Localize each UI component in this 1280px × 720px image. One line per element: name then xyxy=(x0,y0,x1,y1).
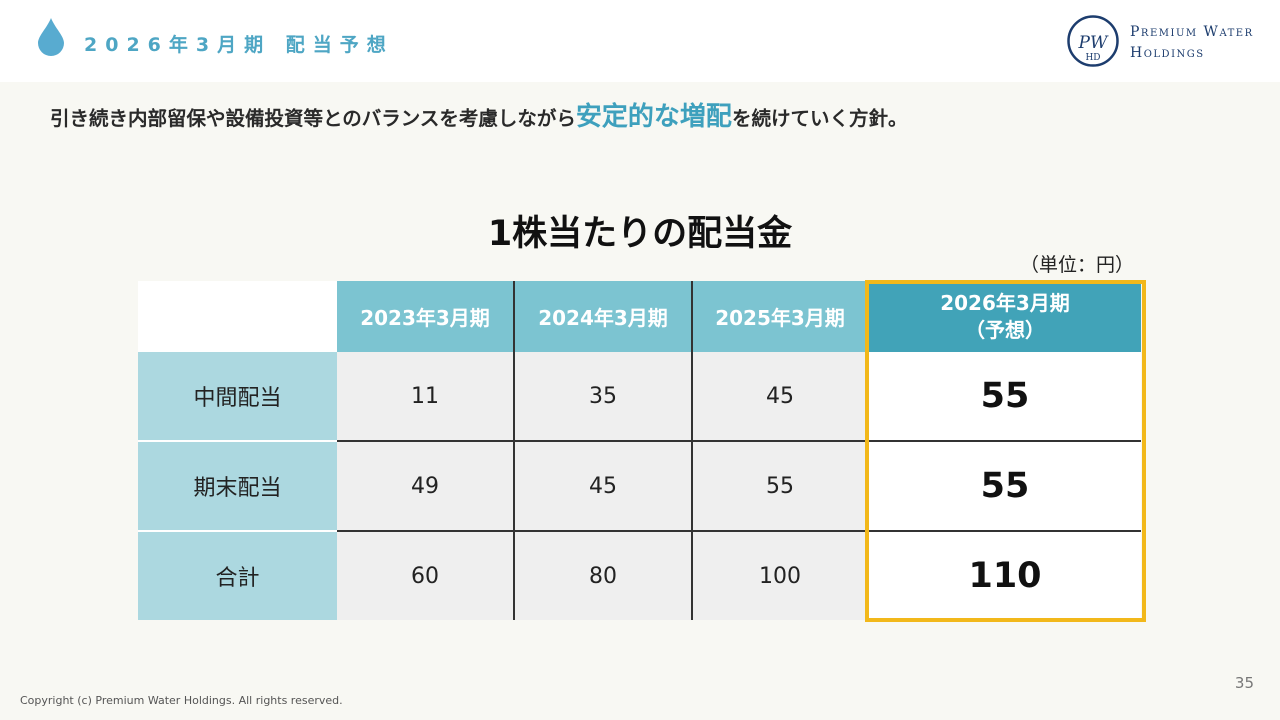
forecast-column-header: 2026年3月期 （予想） xyxy=(868,281,1141,352)
company-logo-text: Premium Water Holdings xyxy=(1130,22,1254,64)
forecast-header-line-2: （予想） xyxy=(965,317,1045,342)
forecast-cell: 110 xyxy=(868,530,1141,620)
table-row: 期末配当 49 45 55 55 xyxy=(138,440,1141,531)
svg-text:HD: HD xyxy=(1085,53,1100,63)
forecast-cell: 55 xyxy=(868,440,1141,531)
header-bar: 2026年3月期 配当予想 PW HD Premium Water Holdin… xyxy=(0,0,1280,82)
unit-label: （単位：円） xyxy=(1020,254,1135,276)
lead-text-before: 引き続き内部留保や設備投資等とのバランスを考慮しながら xyxy=(50,107,576,130)
section-title: 1株当たりの配当金 xyxy=(487,214,793,254)
page-title: 2026年3月期 配当予想 xyxy=(84,34,394,56)
table-cell: 45 xyxy=(514,440,693,531)
table-cell: 45 xyxy=(692,352,869,441)
page-number: 35 xyxy=(1234,674,1254,692)
table-header-row: 2023年3月期 2024年3月期 2025年3月期 2026年3月期 （予想） xyxy=(138,281,1141,352)
table-cell: 100 xyxy=(692,530,869,620)
column-header: 2023年3月期 xyxy=(337,281,515,352)
company-logo-icon: PW HD xyxy=(1067,15,1119,67)
table-cell: 80 xyxy=(514,530,693,620)
row-label: 期末配当 xyxy=(138,440,337,531)
table-cell: 49 xyxy=(337,440,515,531)
lead-highlight: 安定的な増配 xyxy=(575,102,732,132)
lead-statement: 引き続き内部留保や設備投資等とのバランスを考慮しながら安定的な増配を続けていく方… xyxy=(50,96,907,133)
lead-text-after: を続けていく方針。 xyxy=(731,107,908,130)
svg-text:PW: PW xyxy=(1078,33,1109,53)
row-label: 合計 xyxy=(138,530,337,620)
table-cell: 55 xyxy=(692,440,869,531)
column-header: 2025年3月期 xyxy=(692,281,869,352)
table-corner-cell xyxy=(138,281,337,352)
column-header: 2024年3月期 xyxy=(514,281,693,352)
forecast-header-line-1: 2026年3月期 xyxy=(940,290,1070,315)
table-row: 合計 60 80 100 110 xyxy=(138,530,1141,620)
logo-line-2: Holdings xyxy=(1130,45,1205,61)
copyright-notice: Copyright (c) Premium Water Holdings. Al… xyxy=(20,694,343,707)
water-drop-icon xyxy=(38,18,64,56)
table-cell: 35 xyxy=(514,352,693,441)
dividend-table: 2023年3月期 2024年3月期 2025年3月期 2026年3月期 （予想）… xyxy=(138,281,1141,620)
table-cell: 60 xyxy=(337,530,515,620)
table-cell: 11 xyxy=(337,352,515,441)
forecast-cell: 55 xyxy=(868,352,1141,441)
table-row: 中間配当 11 35 45 55 xyxy=(138,352,1141,441)
logo-line-1: Premium Water xyxy=(1130,24,1254,40)
row-label: 中間配当 xyxy=(138,352,337,441)
